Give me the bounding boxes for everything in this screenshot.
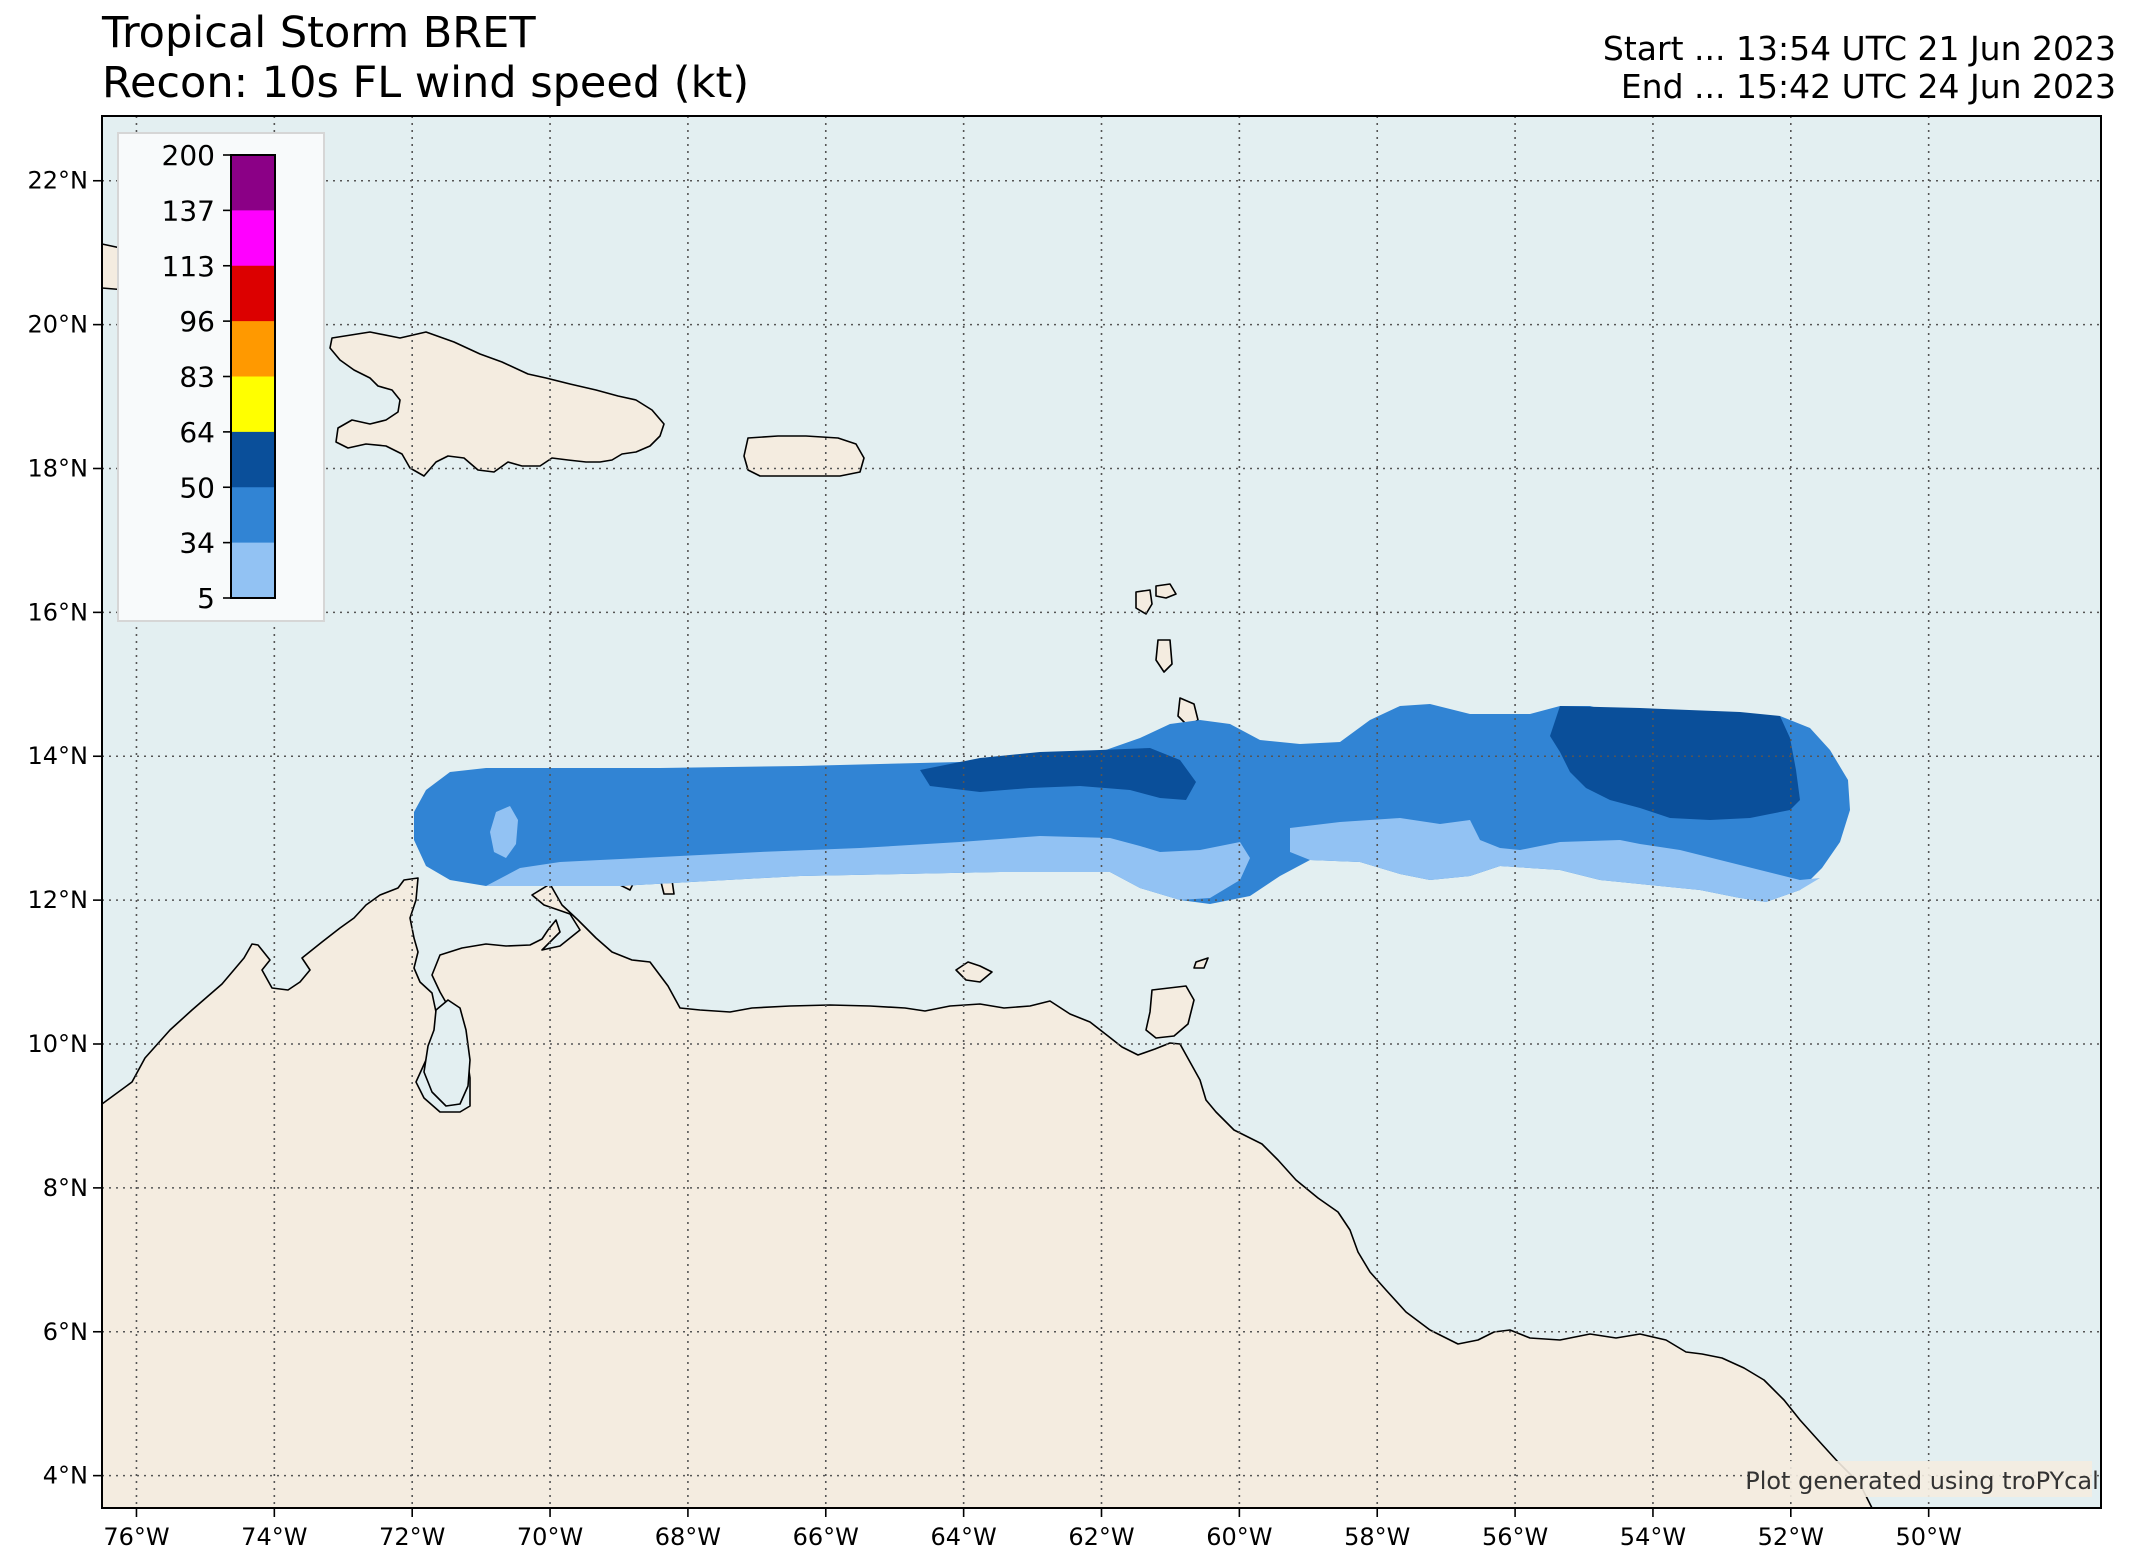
- time-block: Start ... 13:54 UTC 21 Jun 2023 End ... …: [1603, 30, 2116, 106]
- lon-tick-label: 54°W: [1620, 1523, 1686, 1551]
- colorbar-background: [117, 132, 325, 622]
- colorbar-label: 113: [162, 250, 215, 283]
- colorbar-swatch: [231, 265, 275, 322]
- lat-tick-label: 10°N: [28, 1030, 89, 1058]
- lon-tick-label: 74°W: [241, 1523, 307, 1551]
- title-block: Tropical Storm BRET Recon: 10s FL wind s…: [102, 8, 749, 108]
- puerto-rico-land: [743, 435, 865, 477]
- colorbar-label: 34: [179, 527, 215, 560]
- colorbar-swatch: [231, 542, 275, 599]
- credit-text: Plot generated using troPYcal: [1745, 1467, 2099, 1495]
- lon-tick-label: 68°W: [655, 1523, 721, 1551]
- colorbar-label: 64: [179, 416, 215, 449]
- colorbar-swatch: [231, 210, 275, 267]
- colorbar-swatch: [231, 321, 275, 377]
- colorbar-label: 50: [179, 471, 215, 504]
- lon-tick-label: 66°W: [793, 1523, 859, 1551]
- lat-tick-label: 4°N: [43, 1462, 88, 1490]
- lon-tick-label: 58°W: [1344, 1523, 1410, 1551]
- lat-tick-label: 16°N: [28, 598, 89, 626]
- colorbar-swatch: [231, 376, 275, 433]
- swath-5-34kt: [486, 806, 1820, 902]
- start-time: Start ... 13:54 UTC 21 Jun 2023: [1602, 29, 2116, 68]
- south-america-land: [101, 877, 1873, 1509]
- latitude-labels: 4°N 6°N 8°N 10°N 12°N 14°N 16°N 18°N 20°N 22°N: [28, 167, 102, 1490]
- margarita-land: [955, 961, 993, 983]
- lat-tick-label: 20°N: [28, 311, 89, 339]
- lat-tick-label: 18°N: [28, 454, 89, 482]
- landmasses: [101, 243, 1873, 1509]
- dominica-land: [1155, 639, 1173, 673]
- credit-background: [1752, 1461, 2092, 1497]
- title-line-1: Tropical Storm BRET: [102, 8, 536, 58]
- lat-tick-label: 14°N: [28, 742, 89, 770]
- colorbar-label: 83: [179, 361, 215, 394]
- colorbar: 200 137 113 96 83 64 50 34 5: [117, 132, 325, 622]
- swath-50-64kt: [920, 706, 1800, 820]
- colorbar-label: 5: [197, 582, 215, 615]
- guadeloupe-land: [1135, 583, 1177, 615]
- lon-tick-label: 52°W: [1758, 1523, 1824, 1551]
- hispaniola-land: [329, 331, 665, 477]
- colorbar-label: 200: [162, 139, 215, 172]
- lon-tick-label: 64°W: [930, 1523, 996, 1551]
- lake-maracaibo: [423, 999, 471, 1107]
- lat-tick-label: 12°N: [28, 886, 89, 914]
- credit-box: Plot generated using troPYcal: [1745, 1461, 2099, 1497]
- colorbar-swatch: [231, 155, 275, 211]
- colorbar-swatch: [231, 431, 275, 488]
- lon-tick-label: 70°W: [517, 1523, 583, 1551]
- lat-tick-label: 22°N: [28, 167, 89, 195]
- colorbar-label: 137: [162, 194, 215, 227]
- lon-tick-label: 72°W: [379, 1523, 445, 1551]
- lon-tick-label: 50°W: [1896, 1523, 1962, 1551]
- lon-tick-label: 60°W: [1206, 1523, 1272, 1551]
- lat-tick-label: 8°N: [43, 1174, 88, 1202]
- lon-tick-label: 56°W: [1482, 1523, 1548, 1551]
- trinidad-land: [1145, 985, 1195, 1039]
- colorbar-label: 96: [179, 305, 215, 338]
- colorbar-swatch: [231, 487, 275, 544]
- end-time: End ... 15:42 UTC 24 Jun 2023: [1620, 67, 2116, 106]
- lat-tick-label: 6°N: [43, 1318, 88, 1346]
- title-line-2: Recon: 10s FL wind speed (kt): [102, 58, 750, 108]
- wind-swath: [414, 704, 1850, 904]
- colorbar-labels: 200 137 113 96 83 64 50 34 5: [162, 139, 231, 615]
- lon-tick-label: 76°W: [103, 1523, 169, 1551]
- tobago-land: [1193, 957, 1209, 969]
- lon-tick-label: 62°W: [1068, 1523, 1134, 1551]
- colorbar-swatches: [231, 155, 275, 599]
- longitude-labels: 76°W 74°W 72°W 70°W 68°W 66°W 64°W 62°W 60°W 58°W…: [103, 1508, 1962, 1551]
